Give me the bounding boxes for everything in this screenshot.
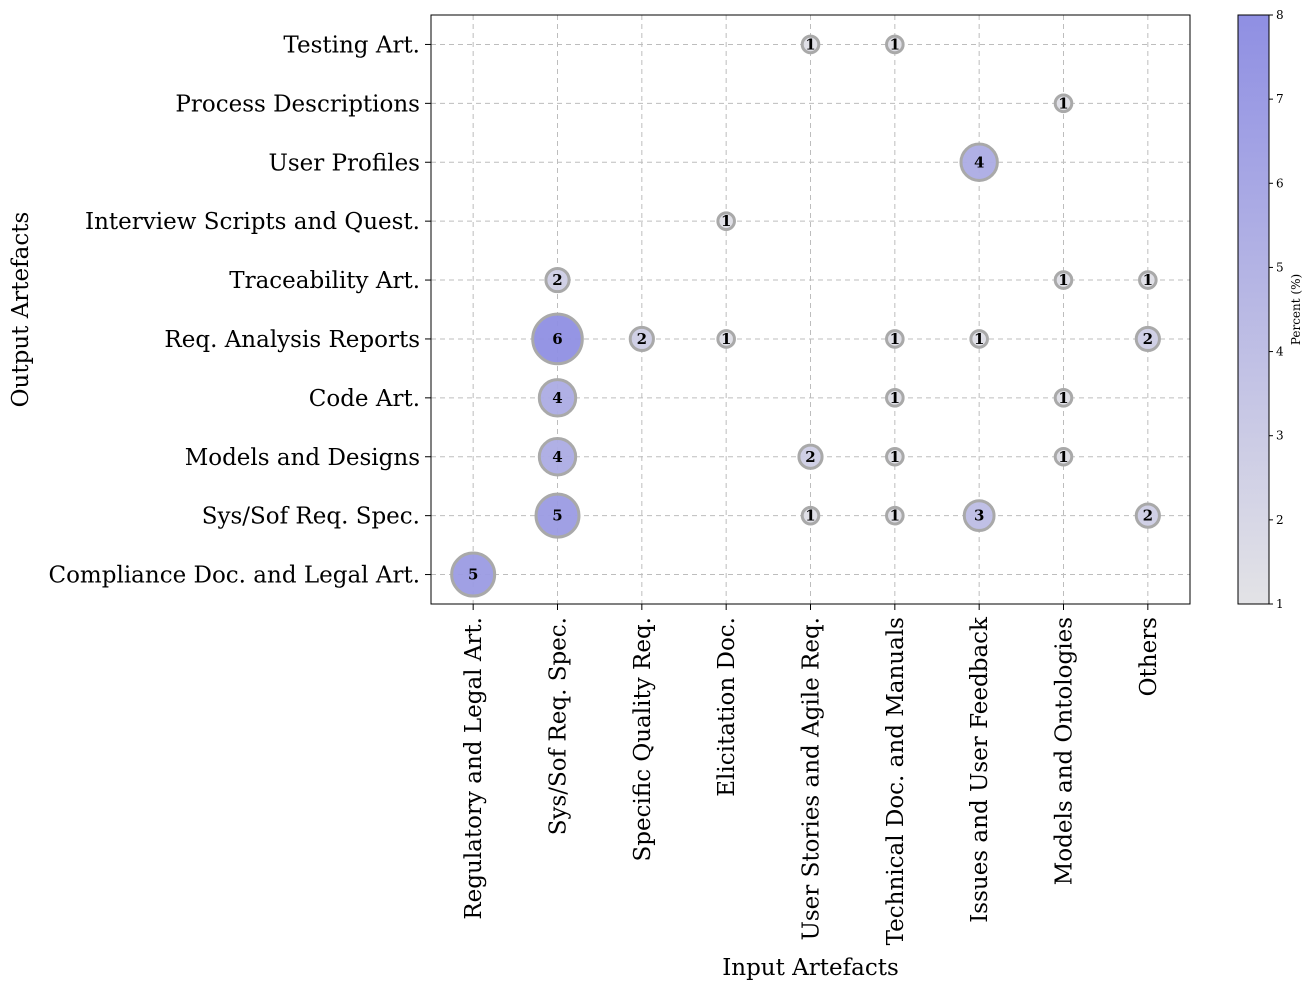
- colorbar-ticks: 1 2 3 4 5 6 7 8: [1269, 8, 1284, 611]
- colorbar-tick-label: 1: [1276, 597, 1284, 611]
- colorbar-tick-label: 5: [1276, 260, 1284, 274]
- x-tick-label: Models and Ontologies: [1052, 617, 1078, 885]
- bubble: [800, 505, 821, 526]
- bubble-value-label: 1: [1058, 94, 1068, 112]
- bubble-value-label: 2: [1143, 330, 1153, 348]
- bubble: [885, 329, 905, 349]
- y-axis-label: Output Artefacts: [8, 212, 34, 408]
- y-tick-label: Sys/Sof Req. Spec.: [202, 504, 420, 530]
- bubble: [885, 446, 905, 467]
- bubble-value-label: 1: [805, 35, 815, 53]
- bubble: [450, 551, 497, 598]
- bubble-value-label: 2: [552, 271, 562, 289]
- bubble: [1053, 446, 1074, 467]
- bubble-value-label: 2: [637, 330, 647, 348]
- x-tick-label: Others: [1136, 617, 1162, 696]
- bubble: [797, 443, 824, 470]
- y-tick-label: Compliance Doc. and Legal Art.: [48, 563, 420, 589]
- x-axis-label: Input Artefacts: [722, 955, 899, 981]
- colorbar-tick-label: 6: [1276, 176, 1284, 190]
- bubble: [885, 505, 905, 526]
- bubble-value-label: 5: [552, 507, 562, 525]
- colorbar: 1 2 3 4 5 6 7 8 Percent (%): [1237, 8, 1303, 611]
- bubble: [885, 34, 905, 55]
- bubble: [716, 211, 736, 231]
- bubble: [537, 378, 578, 418]
- bubble-value-label: 1: [1143, 271, 1153, 289]
- colorbar-tick-label: 7: [1276, 92, 1284, 106]
- bubble: [962, 499, 996, 533]
- bubble: [800, 34, 821, 55]
- bubble: [1134, 325, 1161, 353]
- bubble: [1138, 270, 1158, 290]
- y-axis-ticks: Compliance Doc. and Legal Art. Sys/Sof Re…: [48, 32, 431, 589]
- colorbar-label: Percent (%): [1289, 274, 1303, 345]
- bubble-value-label: 1: [721, 212, 731, 230]
- x-axis-ticks: Regulatory and Legal Art. Sys/Sof Req. Sp…: [461, 604, 1162, 945]
- bubble: [1134, 502, 1161, 529]
- bubble-value-label: 2: [805, 448, 815, 466]
- colorbar-tick-label: 3: [1276, 429, 1284, 443]
- bubble-value-label: 1: [890, 35, 900, 53]
- bubble-value-label: 5: [468, 566, 478, 584]
- colorbar-tick-label: 2: [1276, 513, 1284, 527]
- x-tick-label: Specific Quality Req.: [630, 617, 656, 861]
- x-tick-label: Regulatory and Legal Art.: [461, 617, 487, 920]
- bubble: [969, 329, 989, 349]
- x-tick-label: Technical Doc. and Manuals: [883, 617, 909, 945]
- y-tick-label: User Profiles: [268, 150, 420, 176]
- bubble-value-label: 1: [890, 448, 900, 466]
- bubble-value-label: 1: [1058, 389, 1068, 407]
- bubble: [534, 492, 581, 539]
- y-tick-label: Req. Analysis Reports: [164, 327, 420, 353]
- bubble: [544, 266, 571, 294]
- bubble: [716, 329, 736, 349]
- bubble: [537, 437, 578, 477]
- x-tick-label: Issues and User Feedback: [967, 616, 993, 923]
- bubble-value-label: 1: [890, 389, 900, 407]
- bubble-value-label: 1: [1058, 448, 1068, 466]
- y-tick-label: Traceability Art.: [229, 268, 420, 294]
- bubble: [1053, 270, 1074, 290]
- x-tick-label: User Stories and Agile Req.: [799, 617, 825, 941]
- colorbar-gradient: [1237, 14, 1270, 605]
- bubble-value-label: 1: [890, 507, 900, 525]
- y-tick-label: Code Art.: [309, 386, 420, 412]
- bubble-value-label: 1: [721, 330, 731, 348]
- y-tick-label: Process Descriptions: [175, 91, 420, 117]
- x-tick-label: Sys/Sof Req. Spec.: [546, 617, 572, 835]
- bubble-value-label: 4: [974, 153, 984, 171]
- bubble-value-label: 4: [552, 448, 562, 466]
- bubble-value-label: 1: [1058, 271, 1068, 289]
- y-tick-label: Interview Scripts and Quest.: [85, 209, 420, 235]
- bubble: [531, 312, 584, 366]
- bubble-value-label: 6: [552, 330, 562, 348]
- y-tick-label: Testing Art.: [283, 32, 420, 58]
- bubble: [1053, 93, 1074, 114]
- y-tick-label: Models and Designs: [185, 445, 420, 471]
- bubble-value-label: 4: [552, 389, 562, 407]
- bubble-value-label: 1: [890, 330, 900, 348]
- bubble: [628, 325, 655, 353]
- bubble-value-label: 2: [1143, 507, 1153, 525]
- bubble-value-label: 1: [974, 330, 984, 348]
- bubble: [885, 388, 905, 408]
- colorbar-tick-label: 4: [1276, 345, 1284, 359]
- bubble: [1053, 388, 1074, 408]
- colorbar-tick-label: 8: [1276, 8, 1284, 22]
- bubble: [959, 142, 999, 182]
- bubble-value-label: 3: [974, 507, 984, 525]
- bubble-value-label: 1: [805, 507, 815, 525]
- bubbles: 5 5 1 1 3 2 4 2 1 1 4 1 1 6 2 1 1 1 2 2 1 1 1 4 1 1 1: [450, 34, 1161, 598]
- x-tick-label: Elicitation Doc.: [714, 617, 740, 797]
